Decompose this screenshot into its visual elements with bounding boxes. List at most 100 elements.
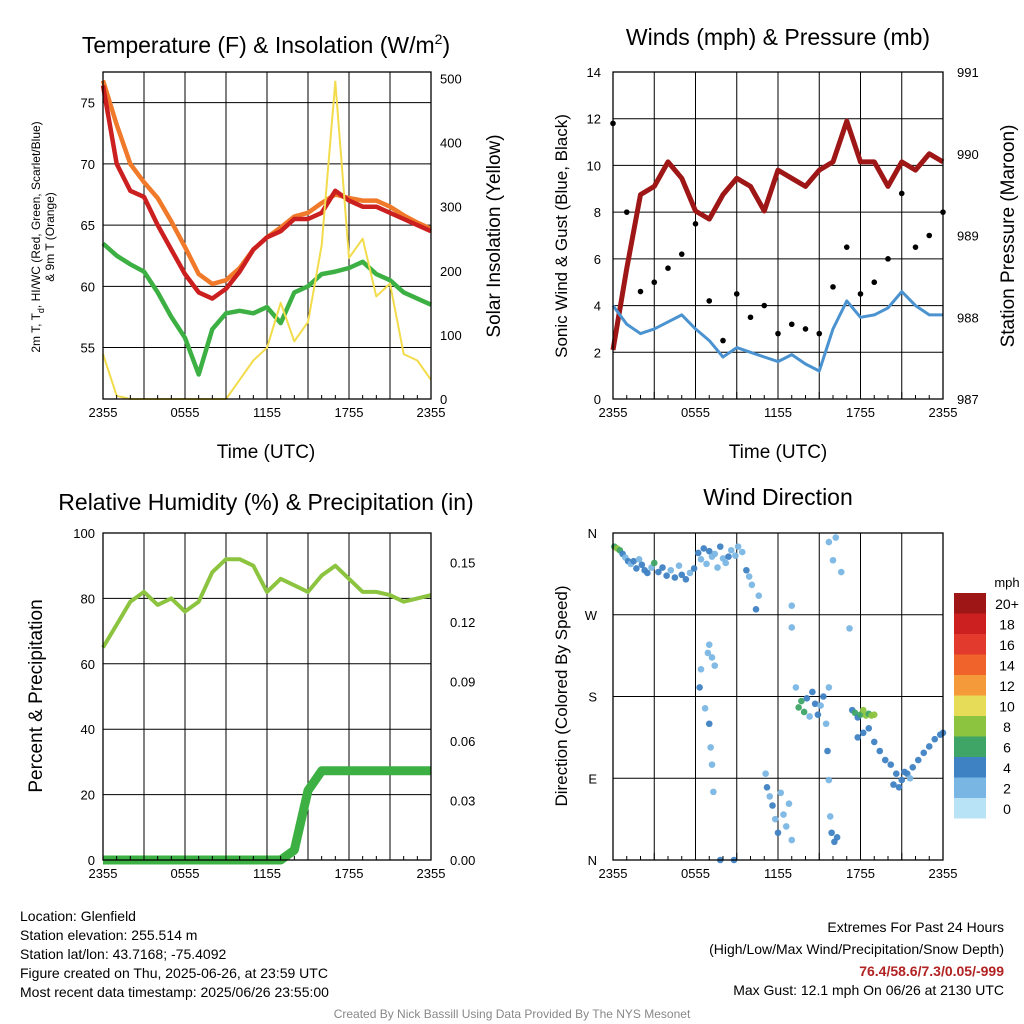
y-tick-label: 6 [594, 252, 601, 267]
y-tick-label: 0 [88, 853, 95, 868]
x-tick-label: 1755 [335, 405, 364, 420]
y2-tick-label: 300 [440, 200, 462, 215]
direction-point [800, 708, 808, 716]
y2-tick-label: 0 [440, 392, 447, 407]
solar-y2-label: Solar Insolation (Yellow) [484, 134, 505, 337]
direction-point [714, 564, 721, 571]
gust-point [733, 291, 740, 297]
direction-point [803, 695, 811, 702]
latlon-text: Station lat/lon: 43.7168; -75.4092 [20, 946, 227, 962]
x-tick-label: 2355 [929, 405, 958, 420]
direction-point [678, 571, 686, 579]
y-tick-label: 10 [587, 158, 601, 173]
direction-point [671, 574, 679, 581]
direction-point [711, 550, 719, 558]
temperature-y-label-part: , HI/WC (Red, Green, Scarlet/Blue) [29, 121, 43, 308]
direction-point [780, 811, 787, 818]
y2-tick-label: 500 [440, 71, 462, 86]
direction-point [690, 565, 698, 572]
direction-point [782, 823, 790, 830]
direction-point [887, 761, 895, 768]
direction-point [795, 704, 802, 711]
gust-point [637, 288, 644, 295]
gust-point [775, 330, 781, 337]
temperature-panel: Temperature (F) & Insolation (W/m2) 2355… [29, 31, 505, 463]
legend-swatch [954, 757, 986, 778]
direction-point [859, 729, 867, 737]
direction-grid [613, 533, 943, 860]
y-tick-label: 20 [81, 788, 95, 803]
direction-point [788, 602, 796, 609]
temperature-series [100, 79, 432, 400]
extremes-subtitle: (High/Low/Max Wind/Precipitation/Snow De… [709, 941, 1004, 957]
direction-panel: Wind Direction 2355 0555 1155 1755 2355NESWN… [552, 484, 1020, 881]
direction-point [635, 556, 643, 563]
gust-point [761, 302, 768, 309]
gust-point [898, 190, 905, 197]
x-tick-label: 0555 [681, 405, 710, 420]
legend-label: 6 [1003, 740, 1011, 756]
y2-tick-label: 987 [957, 392, 979, 407]
direction-point [771, 815, 779, 823]
direction-point [865, 724, 873, 732]
direction-point [931, 735, 939, 743]
direction-point [822, 720, 830, 728]
direction-point [694, 549, 702, 557]
direction-point [711, 662, 719, 669]
gust-point [912, 244, 919, 250]
y-tick-label: 8 [594, 205, 601, 220]
winds-x-label: Time (UTC) [729, 442, 828, 463]
direction-y-label: Direction (Colored By Speed) [552, 585, 571, 806]
legend-swatch [954, 654, 986, 675]
direction-point [697, 665, 705, 673]
direction-point [909, 764, 917, 771]
gust-point [788, 321, 795, 328]
gust-point [706, 298, 713, 304]
gust-point [651, 279, 658, 286]
direction-tick-label: N [588, 853, 597, 868]
y-tick-label: 75 [81, 96, 95, 111]
y2-tick-label: 0.15 [450, 556, 475, 571]
y2-tick-label: 988 [957, 310, 979, 325]
direction-point [820, 693, 827, 700]
gust-point [720, 337, 726, 344]
legend-label: 4 [1003, 760, 1011, 776]
gust-point [885, 256, 891, 262]
winds-y-label: Sonic Wind & Gust (Blue, Black) [552, 114, 571, 358]
station-info: Location: Glenfield Station elevation: 2… [20, 907, 329, 1002]
direction-point [700, 545, 708, 552]
direction-point [743, 566, 750, 574]
y-tick-label: 80 [81, 591, 95, 606]
gust-point [857, 291, 864, 297]
direction-point [788, 836, 796, 844]
direction-point [825, 538, 833, 546]
temperature-grid [103, 72, 431, 399]
temperature-y-label-part: 2m T, T [29, 312, 43, 352]
direction-point [788, 624, 796, 631]
direction-point [705, 547, 713, 555]
direction-point [707, 744, 714, 751]
direction-point [708, 761, 716, 768]
direction-point [682, 576, 690, 583]
direction-point [703, 560, 710, 568]
direction-point [817, 702, 824, 709]
legend-label: 0 [1003, 801, 1011, 817]
temperature-y-label-subscript: d [36, 308, 46, 313]
direction-point [734, 543, 742, 550]
x-tick-label: 1155 [253, 866, 281, 881]
direction-point [890, 781, 897, 788]
direction-point [777, 789, 785, 797]
extremes-info: Extremes For Past 24 Hours (High/Low/Max… [709, 918, 1004, 1000]
direction-tick-label: S [588, 690, 597, 705]
x-tick-label: 1155 [764, 405, 792, 420]
humidity-panel: Relative Humidity (%) & Precipitation (i… [26, 489, 475, 881]
gust-point [871, 279, 878, 286]
direction-point [833, 833, 841, 841]
gust-point [802, 326, 809, 332]
direction-point [901, 768, 908, 776]
direction-point [881, 756, 889, 764]
direction-point [837, 568, 845, 576]
x-tick-label: 1155 [253, 405, 281, 420]
y2-tick-label: 0.06 [450, 734, 475, 749]
legend-swatch [954, 716, 986, 737]
